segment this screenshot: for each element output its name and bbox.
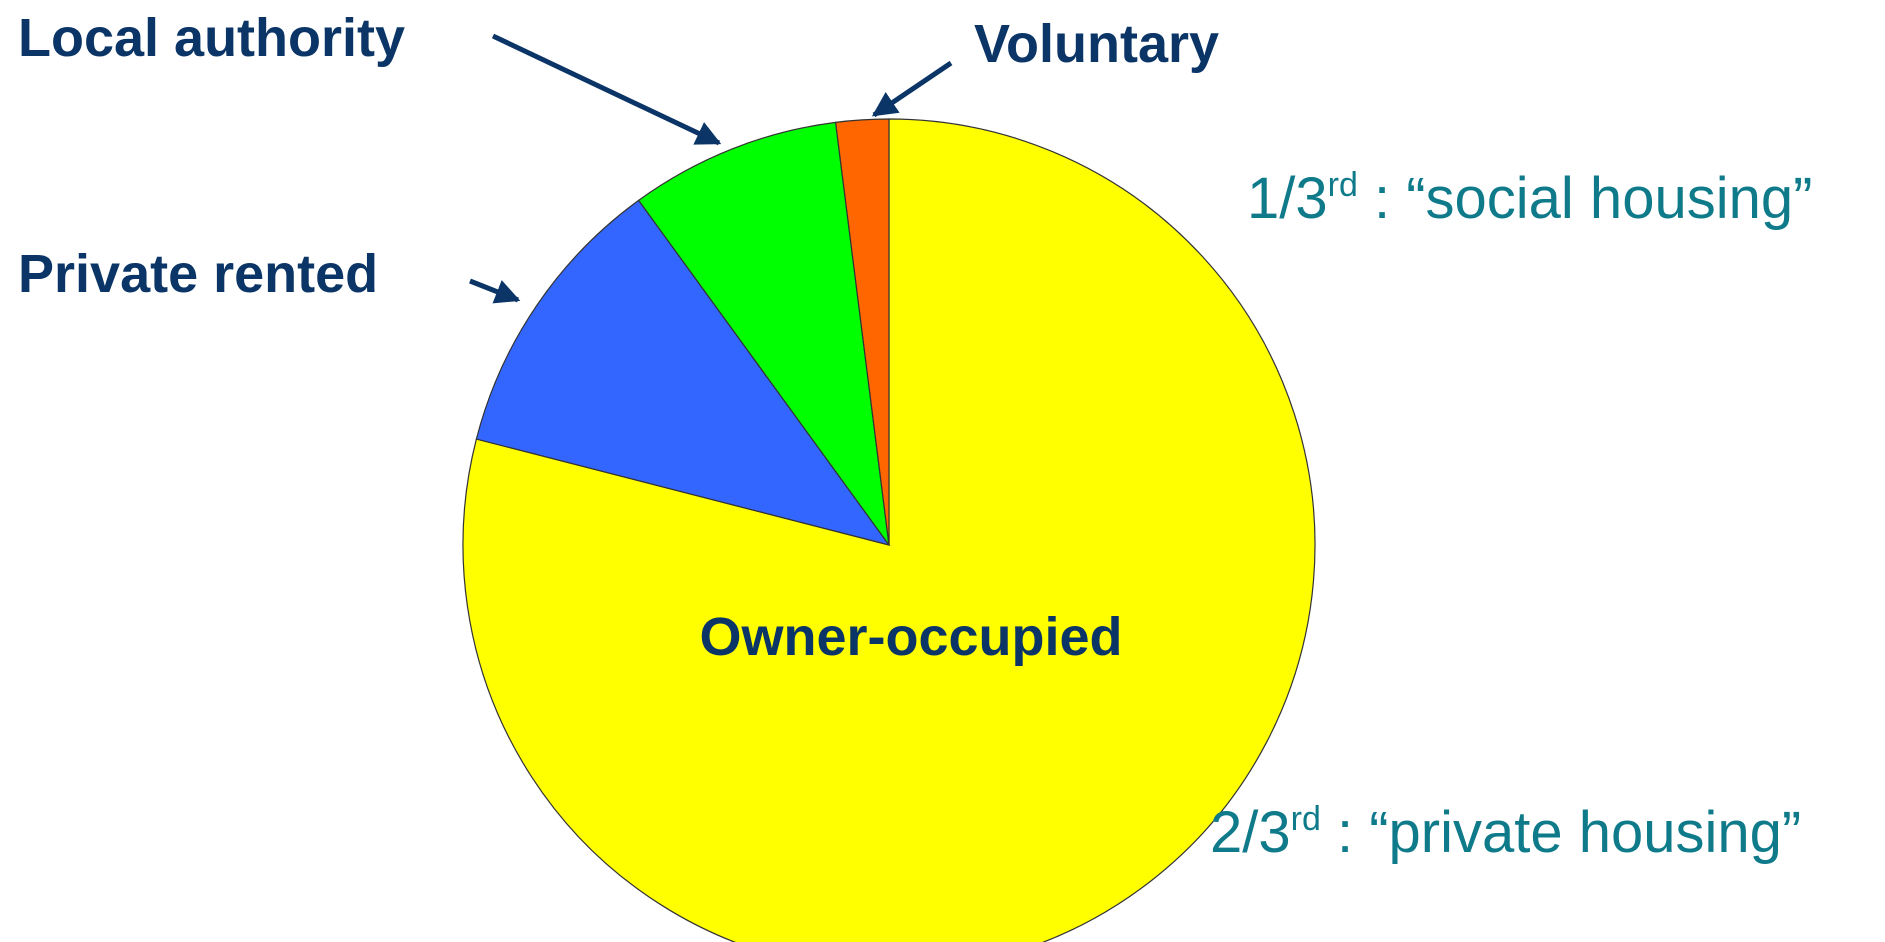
- slice: [834, 118, 890, 546]
- slice-label: Owner-occupied: [699, 607, 1122, 667]
- annotation: 2/3rd : “private housing”: [1210, 800, 1801, 865]
- pie: [462, 118, 1316, 942]
- annotation-sup: rd: [1328, 166, 1358, 204]
- annotation-sup: rd: [1291, 800, 1321, 838]
- slice: [475, 199, 891, 546]
- annotation-text: 2/3: [1210, 800, 1291, 865]
- slice: [637, 121, 890, 546]
- slice-label: Voluntary: [974, 14, 1219, 74]
- slice-label: Local authority: [18, 8, 405, 68]
- annotation-text: : “private housing”: [1321, 800, 1801, 865]
- annotation-text: 1/3: [1247, 166, 1328, 231]
- slice-label: Private rented: [18, 244, 378, 304]
- annotation: 1/3rd : “social housing”: [1247, 166, 1812, 231]
- arrow: [871, 60, 953, 118]
- annotation-text: : “social housing”: [1358, 166, 1813, 231]
- arrow: [491, 33, 722, 146]
- arrow: [469, 278, 521, 304]
